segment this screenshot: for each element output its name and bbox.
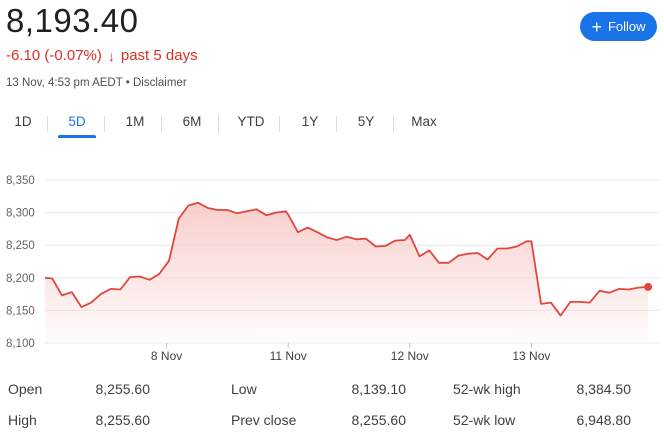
price-chart[interactable]: 8,350 8,300 8,250 8,200 8,150 8,100 8 Nov 11 No… [0,160,664,370]
price-change: -6.10 (-0.07%) ↓ past 5 days [6,47,198,64]
tab-divider [336,116,337,132]
tab-5y[interactable]: 5Y [357,114,375,129]
stat-high-label: High [8,412,37,428]
tab-divider [279,116,280,132]
change-value: -6.10 (-0.07%) [6,47,102,64]
stat-low-value: 8,139.10 [351,381,407,397]
tab-max[interactable]: Max [411,114,437,129]
tab-1d[interactable]: 1D [14,114,32,129]
tab-1y[interactable]: 1Y [301,114,319,129]
range-tabs: 1D 5D 1M 6M YTD 1Y 5Y Max [0,108,664,140]
plus-icon: + [591,16,602,37]
meta-separator: • [122,77,133,89]
x-tick-label: 12 Nov [391,349,429,363]
tab-divider [47,116,48,132]
stat-open-label: Open [8,381,43,397]
stat-open-value: 8,255.60 [95,381,151,397]
y-tick-label: 8,100 [6,338,35,350]
stat-low-label: Low [231,381,257,397]
tab-divider [218,116,219,132]
stat-prev-close-value: 8,255.60 [351,412,407,428]
quote-meta: 13 Nov, 4:53 pm AEDT • Disclaimer [6,77,187,89]
x-tick-label: 8 Nov [151,349,182,363]
change-period: past 5 days [120,47,198,64]
tab-6m[interactable]: 6M [182,114,202,129]
stat-52wk-high-label: 52-wk high [453,381,521,397]
y-tick-label: 8,350 [6,175,35,187]
follow-button[interactable]: + Follow [580,12,657,41]
stat-52wk-low-label: 52-wk low [453,412,516,428]
y-tick-label: 8,200 [6,273,35,285]
stat-52wk-high-value: 8,384.50 [576,381,632,397]
stat-prev-close-label: Prev close [231,412,297,428]
follow-label: Follow [607,19,646,34]
x-tick-label: 11 Nov [270,349,307,363]
tab-ytd[interactable]: YTD [237,114,265,129]
disclaimer-link[interactable]: Disclaimer [132,77,187,89]
tab-1m[interactable]: 1M [125,114,145,129]
stock-price: 8,193.40 [6,2,139,39]
tab-5d[interactable]: 5D [58,108,96,138]
tab-divider [393,116,394,132]
stat-52wk-low-value: 6,948.80 [576,412,632,428]
y-tick-label: 8,250 [6,240,35,252]
arrow-down-icon: ↓ [107,47,115,64]
tab-divider [104,116,105,132]
y-tick-label: 8,300 [6,208,35,220]
tab-divider [161,116,162,132]
price-area [45,202,649,343]
stat-high-value: 8,255.60 [95,412,151,428]
quote-timestamp: 13 Nov, 4:53 pm AEDT [6,77,123,89]
last-price-point [644,282,653,291]
price-line [44,201,649,317]
x-tick-label: 13 Nov [512,349,550,363]
y-tick-label: 8,150 [6,305,35,317]
